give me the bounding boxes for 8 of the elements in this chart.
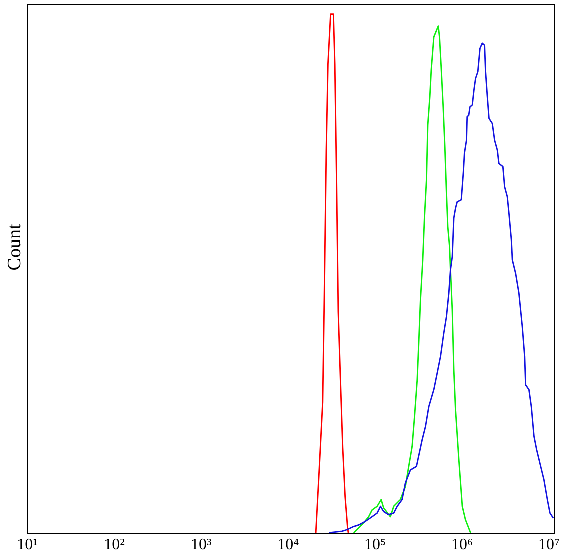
x-tick-label: 10¹ xyxy=(17,536,38,554)
x-tick-label: 10⁷ xyxy=(538,536,560,554)
x-tick-label: 10⁶ xyxy=(451,536,474,554)
x-tick-label: 10³ xyxy=(191,536,212,554)
x-tick-label: 10⁵ xyxy=(364,536,386,554)
y-axis-title: Count xyxy=(4,224,26,271)
x-tick-label: 10² xyxy=(104,536,126,554)
x-tick-label: 10⁴ xyxy=(278,536,300,554)
